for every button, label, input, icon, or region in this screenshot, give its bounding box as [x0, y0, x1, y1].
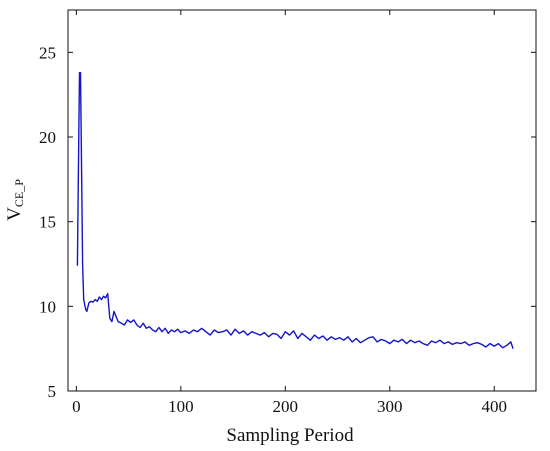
plot-frame — [67, 9, 537, 392]
y-tick-label: 15 — [39, 213, 56, 232]
x-tick-label: 200 — [273, 397, 299, 416]
y-tick-label: 20 — [39, 128, 56, 147]
x-tick-label: 100 — [168, 397, 194, 416]
x-tick-label: 300 — [377, 397, 403, 416]
x-tick-label: 0 — [72, 397, 81, 416]
y-axis-label: VCE_P — [4, 179, 26, 221]
x-tick-label: 400 — [481, 397, 507, 416]
y-tick-label: 25 — [39, 43, 56, 62]
tick-group: 0 100 200 300 400 5 10 15 20 25 — [39, 10, 536, 416]
x-axis-label: Sampling Period — [226, 425, 354, 446]
y-axis-label-main: V — [4, 207, 25, 221]
y-axis-label-subscript: CE_P — [12, 179, 26, 207]
series-line-vce-p — [76, 72, 514, 349]
y-tick-label: 10 — [39, 297, 56, 316]
y-tick-label: 5 — [48, 382, 57, 401]
